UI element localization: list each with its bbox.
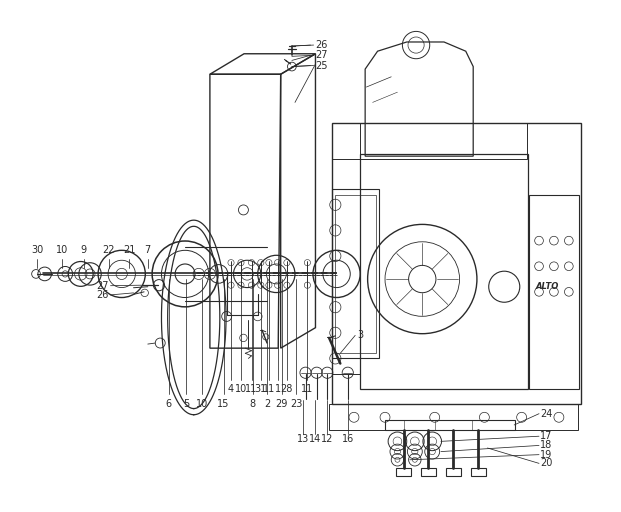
Text: 5: 5 [183, 399, 189, 410]
Text: 10: 10 [235, 384, 247, 394]
Text: ALTO: ALTO [536, 282, 560, 291]
Text: 1: 1 [274, 384, 281, 394]
Text: 14: 14 [309, 434, 322, 444]
Text: 3: 3 [357, 330, 363, 340]
Text: 30: 30 [31, 245, 43, 255]
Text: 20: 20 [540, 458, 553, 468]
Text: 19: 19 [540, 450, 553, 460]
Text: 6: 6 [166, 399, 172, 410]
Text: 26: 26 [96, 290, 109, 300]
Text: 13: 13 [297, 434, 309, 444]
Text: 21: 21 [123, 245, 135, 255]
Text: 10: 10 [56, 245, 68, 255]
Text: 23: 23 [290, 399, 302, 410]
Text: 26: 26 [315, 40, 327, 50]
Text: 15: 15 [217, 399, 230, 410]
Text: 2: 2 [264, 399, 270, 410]
Text: 10: 10 [196, 399, 209, 410]
Text: 24: 24 [540, 409, 553, 419]
Text: 28: 28 [281, 384, 293, 394]
Text: 9: 9 [81, 245, 87, 255]
Text: 8: 8 [250, 399, 256, 410]
Text: 27: 27 [96, 281, 109, 291]
Text: 12: 12 [321, 434, 333, 444]
Text: 25: 25 [315, 60, 327, 71]
Text: 7: 7 [145, 245, 151, 255]
Text: 11: 11 [301, 384, 314, 394]
Text: 11: 11 [263, 384, 275, 394]
Text: 16: 16 [342, 434, 354, 444]
Text: 18: 18 [540, 440, 553, 451]
Text: 22: 22 [102, 245, 115, 255]
Text: 4: 4 [228, 384, 234, 394]
Text: 11: 11 [245, 384, 258, 394]
Text: 31: 31 [255, 384, 267, 394]
Text: 29: 29 [276, 399, 288, 410]
Text: 27: 27 [315, 50, 327, 60]
Text: 17: 17 [540, 431, 553, 441]
